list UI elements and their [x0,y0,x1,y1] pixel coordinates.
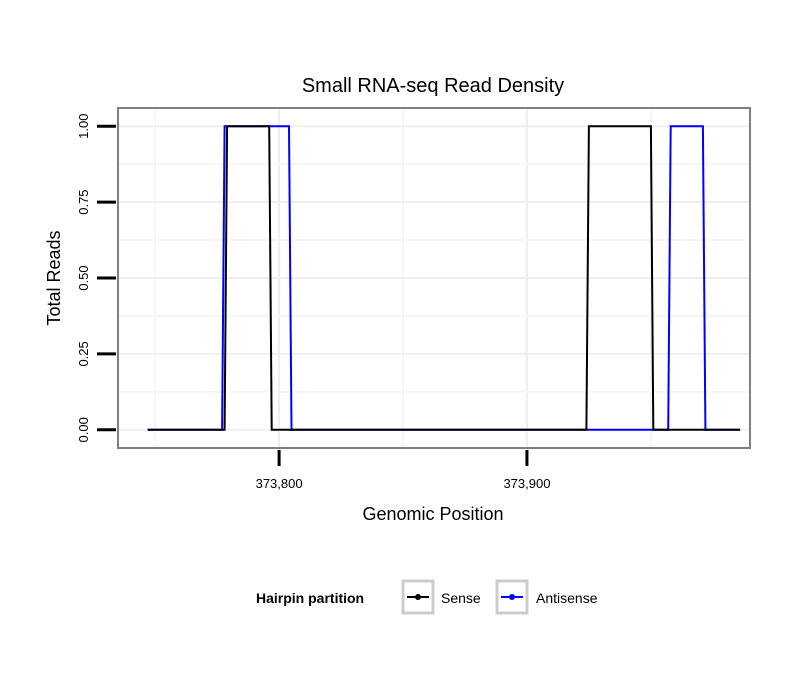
chart-title: Small RNA-seq Read Density [302,75,564,97]
series-lines [147,125,741,431]
y-tick-label: 1.00 [76,114,91,139]
y-tick-label: 0.00 [76,417,91,442]
x-axis-title: Genomic Position [362,504,503,524]
x-tick-label: 373,800 [256,476,303,491]
series-line-sense [147,125,741,431]
legend-label-antisense: Antisense [536,590,598,606]
y-axis-title: Total Reads [44,230,64,325]
legend-key-point-sense [415,594,421,600]
plot-panel-border [117,107,751,449]
legend-label-sense: Sense [441,590,481,606]
legend: Hairpin partition Sense Antisense [256,579,598,615]
legend-key-point-antisense [509,594,515,600]
legend-item-antisense: Antisense [495,579,598,615]
x-axis: 373,800 373,900 [256,450,550,491]
y-axis: 0.00 0.25 0.50 0.75 1.00 [76,114,116,442]
y-tick-label: 0.25 [76,341,91,366]
legend-title: Hairpin partition [256,590,364,606]
y-tick-label: 0.50 [76,265,91,290]
legend-item-sense: Sense [401,579,481,615]
x-tick-label: 373,900 [503,476,550,491]
y-tick-label: 0.75 [76,189,91,214]
grid [118,108,750,448]
